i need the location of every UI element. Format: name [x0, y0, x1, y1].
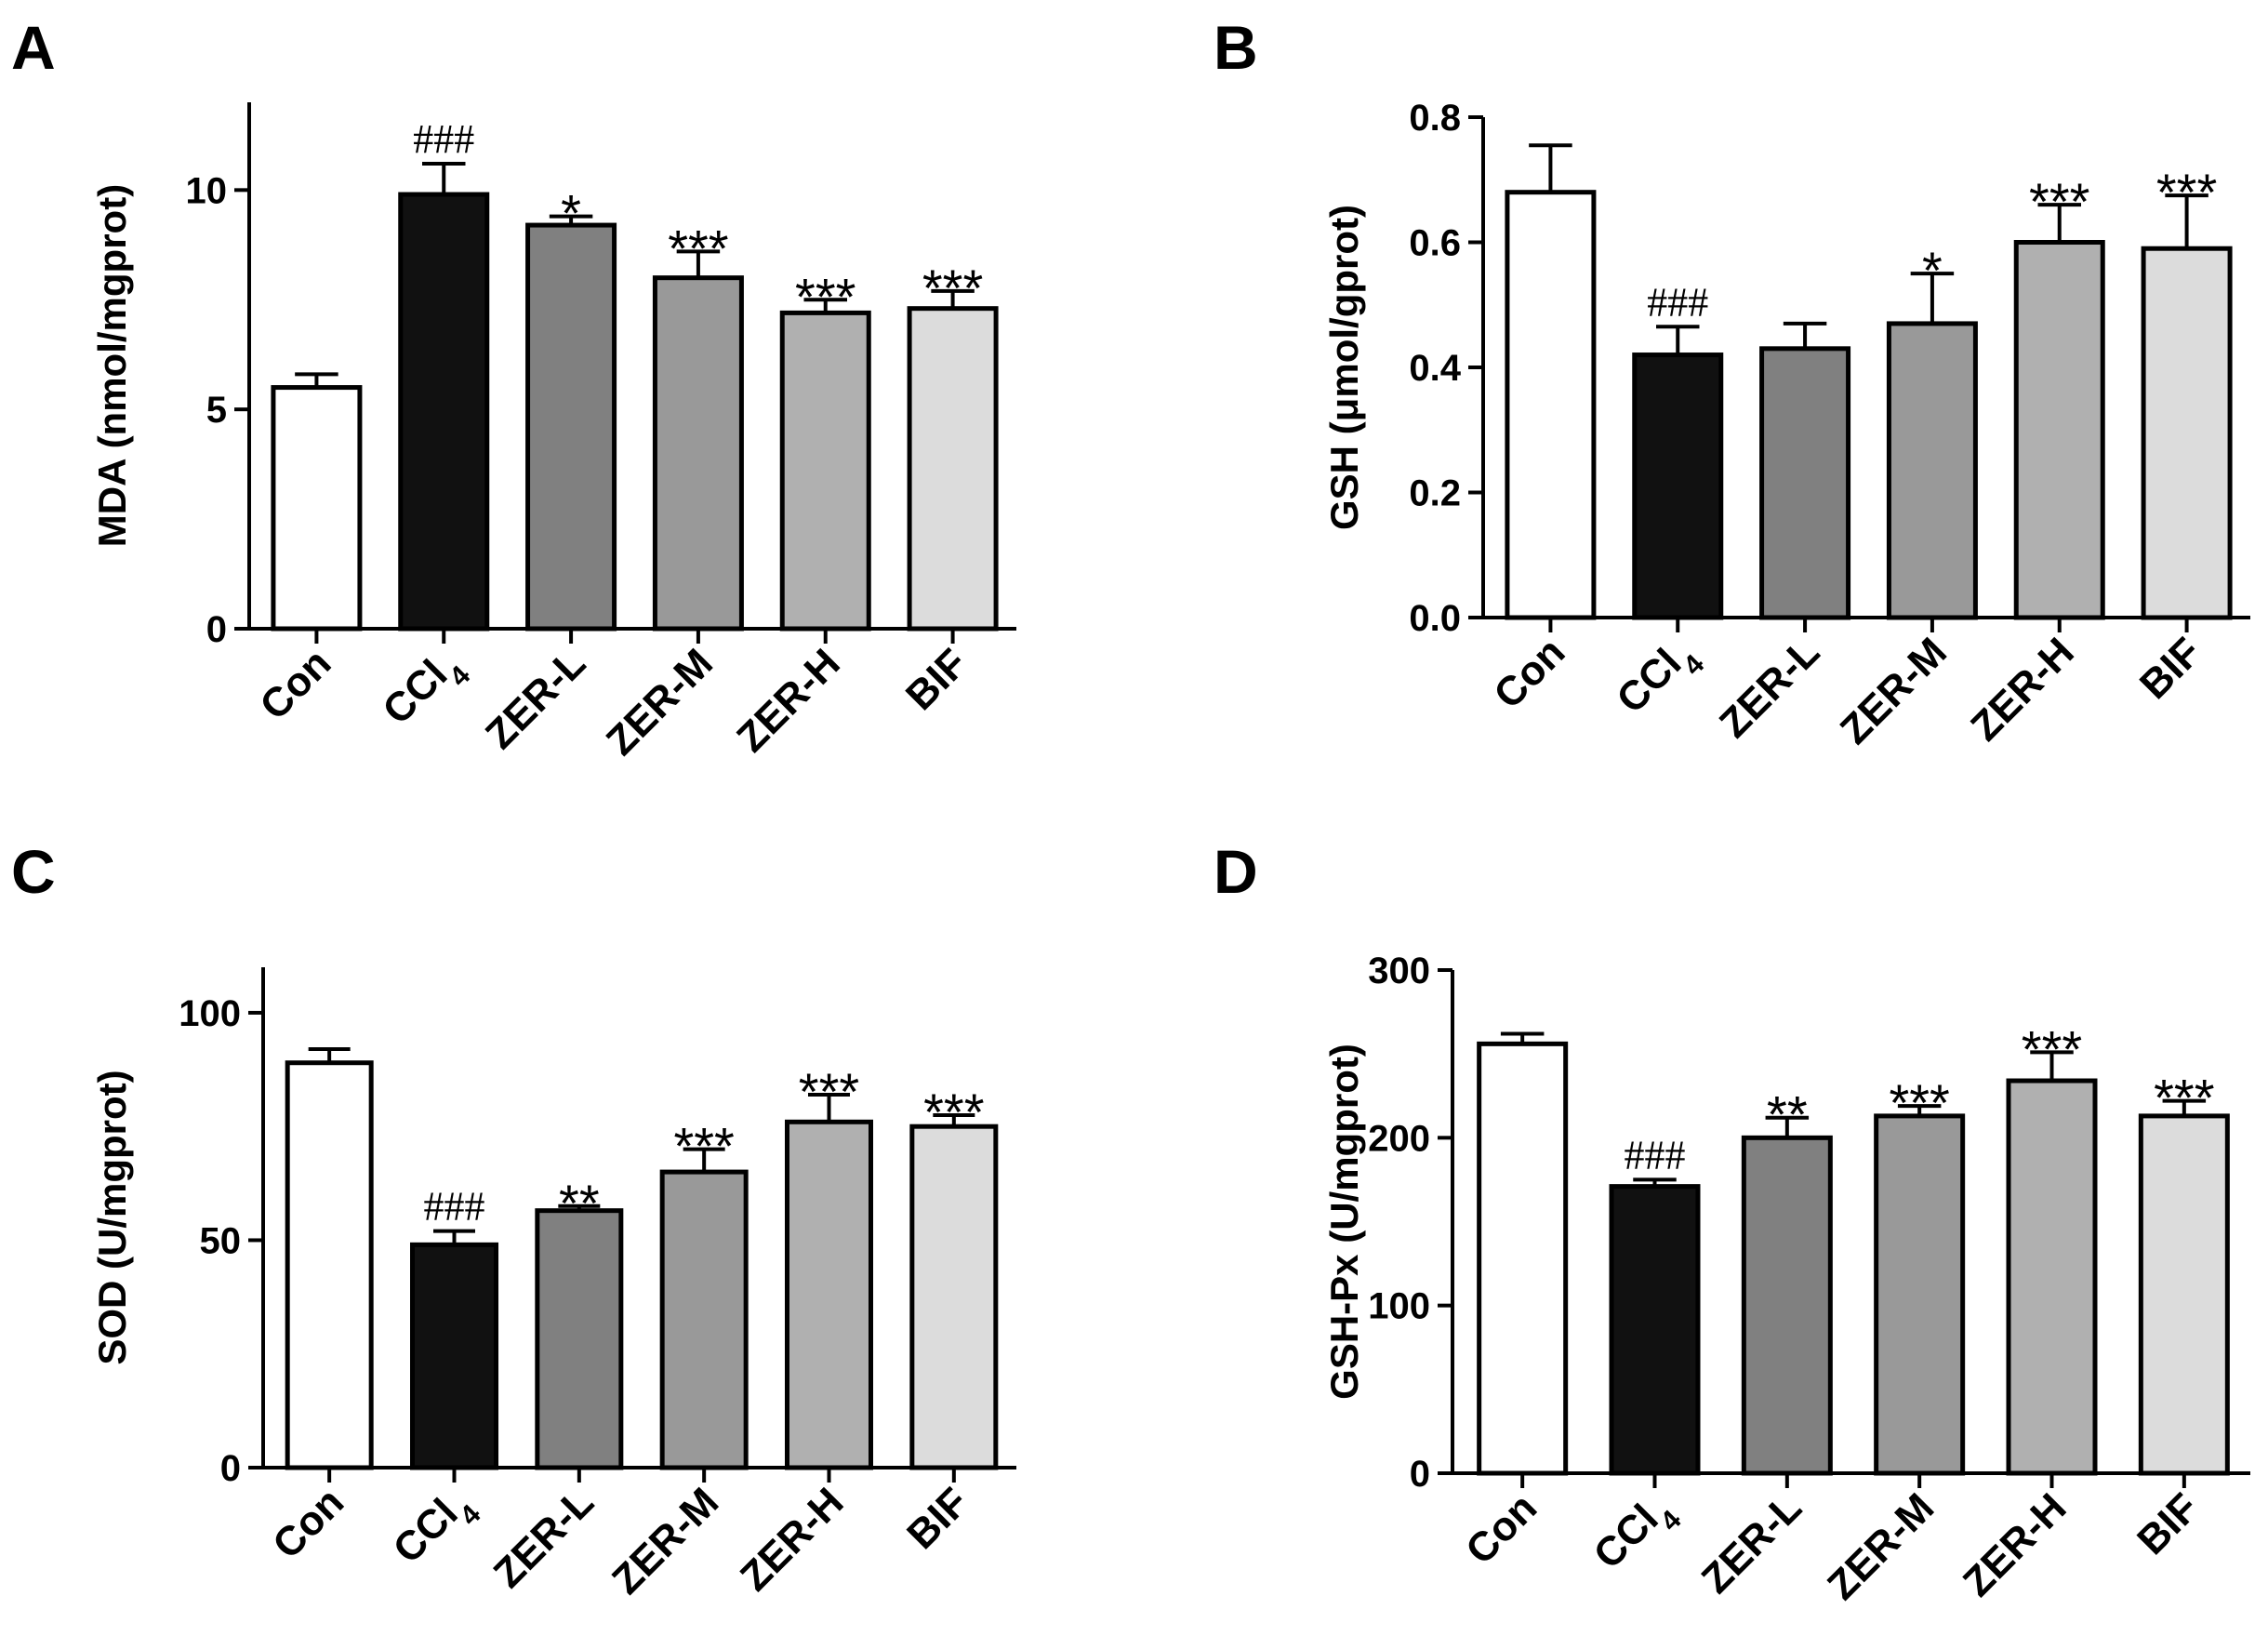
y-tick-label: 0: [220, 1448, 241, 1489]
significance-annotation: ***: [2154, 1069, 2214, 1127]
category-label-text: CCl: [374, 651, 456, 733]
category-label: Con: [264, 1479, 352, 1567]
y-tick-label: 0.4: [1409, 348, 1461, 389]
category-label: ZER-L: [485, 1479, 603, 1596]
panel-letter: A: [11, 13, 56, 82]
category-label: CCl4: [1608, 629, 1710, 731]
significance-annotation: ***: [2022, 1019, 2082, 1078]
y-tick-label: 10: [186, 170, 228, 211]
category-label: Con: [251, 640, 339, 728]
bar-zer-m: [1874, 1113, 1966, 1476]
bar-bif: [2138, 1113, 2230, 1476]
significance-annotation: **: [1767, 1085, 1808, 1144]
category-label: BIF: [898, 1479, 977, 1558]
y-tick-label: 0.8: [1409, 98, 1461, 139]
panel-letter: D: [1214, 837, 1258, 906]
significance-annotation: ***: [795, 267, 855, 326]
category-label: ZER-L: [1693, 1484, 1810, 1602]
significance-annotation: ***: [923, 1083, 984, 1141]
significance-annotation: **: [559, 1174, 600, 1232]
y-tick-label: 300: [1368, 951, 1430, 991]
panel-letter: C: [11, 837, 56, 906]
bar-ccl4: [1609, 1184, 1701, 1476]
y-axis-label: GSH-Px (U/mgprot): [1322, 1044, 1366, 1400]
significance-annotation: ***: [1889, 1073, 1949, 1132]
category-label: ZER-L: [477, 640, 594, 757]
category-label: ZER-M: [1832, 629, 1956, 752]
y-tick-label: 0: [206, 609, 227, 650]
bar-ccl4: [398, 192, 490, 632]
significance-annotation: *: [561, 184, 581, 243]
bar-ccl4: [410, 1242, 498, 1470]
bar-zer-l: [525, 222, 617, 632]
category-label: Con: [1457, 1484, 1545, 1573]
significance-annotation: ***: [2156, 163, 2217, 221]
significance-annotation: ***: [2029, 172, 2089, 231]
bar-ccl4: [1632, 352, 1724, 620]
category-label: CCl4: [374, 640, 476, 742]
category-label: CCl4: [385, 1479, 487, 1581]
y-tick-label: 0.2: [1409, 473, 1461, 514]
category-label: CCl4: [1585, 1484, 1688, 1587]
significance-annotation: *: [1922, 241, 1943, 299]
bar-con: [1505, 190, 1597, 620]
significance-annotation: ***: [673, 1117, 734, 1176]
category-label: ZER-M: [598, 640, 722, 764]
y-tick-label: 100: [1368, 1286, 1430, 1327]
y-axis-label: MDA (nmol/mgprot): [90, 184, 134, 547]
significance-annotation: ***: [799, 1062, 859, 1121]
bar-bif: [909, 1124, 999, 1470]
y-tick-label: 0.0: [1409, 598, 1461, 639]
category-label: ZER-M: [603, 1479, 727, 1602]
bar-zer-m: [1886, 321, 1978, 620]
category-label: ZER-H: [1962, 629, 2083, 750]
category-label: ZER-H: [1955, 1484, 2076, 1605]
bar-zer-m: [652, 275, 744, 632]
y-axis-label: GSH (μmol/gprot): [1322, 205, 1366, 530]
category-label: ZER-M: [1819, 1484, 1943, 1608]
y-tick-label: 100: [179, 993, 241, 1034]
category-label-text: CCl: [1608, 640, 1690, 722]
hash-annotation: ###: [424, 1184, 485, 1230]
category-label: ZER-H: [732, 1479, 853, 1600]
bar-zer-l: [535, 1208, 624, 1470]
category-label-text: CCl: [1585, 1496, 1667, 1577]
y-tick-label: 200: [1368, 1118, 1430, 1159]
bar-bif: [2141, 246, 2233, 620]
category-label: BIF: [2131, 629, 2210, 708]
y-tick-label: 50: [200, 1220, 242, 1261]
category-label: ZER-H: [728, 640, 849, 761]
bar-zer-h: [785, 1119, 873, 1470]
y-tick-label: 5: [206, 390, 227, 431]
hash-annotation: ###: [413, 116, 474, 162]
significance-annotation: ***: [922, 259, 983, 317]
bar-con: [1477, 1041, 1569, 1476]
bar-zer-h: [2006, 1078, 2098, 1476]
bar-con: [271, 385, 363, 632]
category-label: Con: [1485, 629, 1573, 717]
bar-zer-h: [2013, 240, 2105, 620]
bar-zer-l: [1759, 346, 1851, 620]
hash-annotation: ###: [1647, 279, 1708, 325]
y-tick-label: 0.6: [1409, 223, 1461, 264]
category-label: BIF: [2129, 1484, 2208, 1563]
bar-bif: [907, 306, 999, 632]
bar-zer-h: [779, 310, 871, 632]
significance-annotation: ***: [668, 219, 728, 277]
category-label: BIF: [897, 640, 976, 719]
bar-zer-l: [1741, 1135, 1833, 1476]
panel-c: C 0 50 100 SOD (U/mgprot) Con ### CCl4 ** ZER-L **…: [11, 837, 1016, 1603]
panel-b: B 0.0 0.2 0.4 0.6 0.8 GSH (μmol/gprot) Con ### CC…: [1214, 13, 2250, 753]
y-axis-label: SOD (U/mgprot): [90, 1070, 134, 1364]
hash-annotation: ###: [1625, 1132, 1686, 1177]
panel-d: D 0 100 200 300 GSH-Px (U/mgprot) Con ### CCl4 **…: [1214, 837, 2250, 1609]
panel-a: A 0 5 10 MDA (nmol/mgprot) Con ### CCl4 * ZER-L **…: [11, 13, 1016, 765]
panel-letter: B: [1214, 13, 1258, 82]
category-label-text: CCl: [385, 1490, 467, 1572]
y-tick-label: 0: [1410, 1454, 1430, 1495]
bar-zer-m: [659, 1169, 749, 1470]
bar-con: [285, 1060, 374, 1470]
category-label: ZER-L: [1711, 629, 1828, 746]
